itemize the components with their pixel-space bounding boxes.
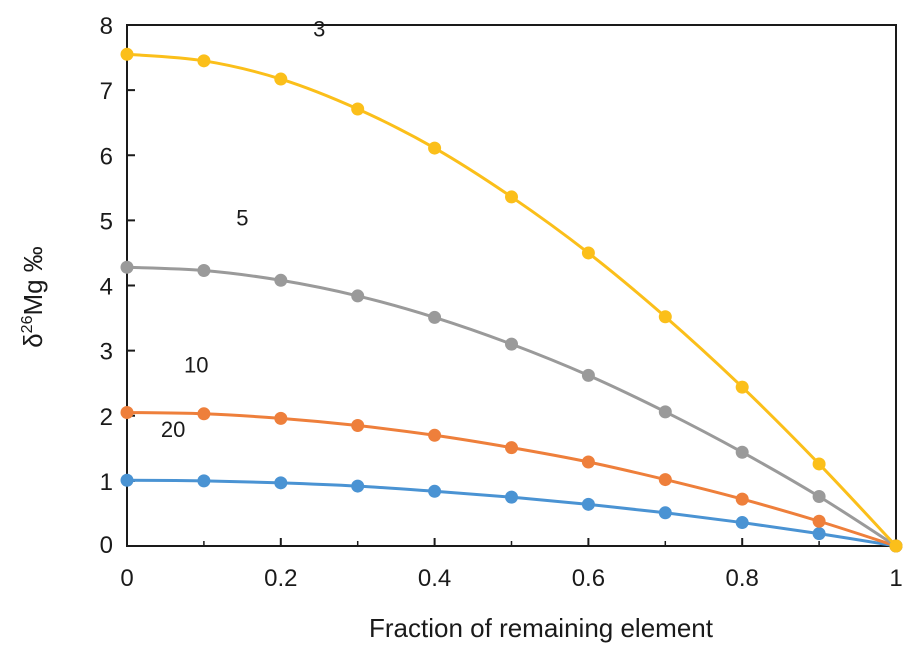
data-point-10 [351, 419, 365, 433]
data-point-5 [735, 445, 749, 459]
data-point-3 [351, 102, 365, 116]
x-tick-label: 0.6 [572, 565, 605, 592]
x-tick-label: 0.8 [726, 565, 759, 592]
data-point-10 [658, 473, 672, 487]
data-point-3 [658, 310, 672, 324]
x-tick-label: 1 [889, 565, 902, 592]
data-point-3 [120, 47, 134, 61]
data-point-5 [812, 490, 826, 504]
y-tick-label: 0 [100, 532, 113, 559]
data-point-5 [120, 260, 134, 274]
y-axis-title-superscript: 26 [19, 315, 36, 333]
series-labels: 3 5 10 20 [161, 16, 325, 442]
y-tick-label: 2 [100, 404, 113, 431]
y-tick-label: 8 [100, 13, 113, 40]
y-tick-label: 3 [100, 339, 113, 366]
y-tick-label: 7 [100, 78, 113, 105]
data-point-3 [505, 190, 518, 204]
y-tick-label: 5 [100, 208, 113, 235]
y-axis-ticks: 0 1 2 3 4 5 6 7 8 [100, 13, 135, 559]
series-line-10 [126, 410, 897, 548]
data-point-10 [735, 492, 749, 506]
data-point-3 [428, 141, 442, 155]
series-line-20 [126, 478, 897, 548]
plot-frame [126, 24, 897, 547]
y-axis-title-prefix: δ [18, 333, 48, 347]
data-point-5 [581, 368, 595, 382]
x-tick-label: 0 [120, 565, 133, 592]
data-point-3 [581, 246, 595, 260]
series-label-3: 3 [313, 16, 325, 41]
data-point-20 [120, 473, 134, 487]
data-point-20 [658, 506, 672, 520]
data-point-5 [428, 310, 442, 324]
data-point-10 [581, 455, 595, 469]
data-point-10 [812, 514, 826, 528]
x-tick-label: 0.4 [418, 565, 451, 592]
data-point-20 [351, 479, 365, 493]
data-point-10 [197, 407, 211, 421]
data-point-5 [505, 337, 518, 351]
y-axis-title-main: Mg ‰ [18, 246, 48, 315]
data-point-3 [197, 54, 211, 68]
data-point-10 [120, 405, 134, 419]
data-point-10 [428, 428, 442, 442]
data-point-3 [889, 539, 903, 553]
y-axis-title: δ26Mg ‰ [18, 246, 48, 348]
data-point-3 [274, 72, 288, 86]
series-line-3 [126, 52, 898, 548]
y-tick-label: 6 [100, 143, 113, 170]
data-point-10 [505, 441, 518, 455]
x-tick-label: 0.2 [264, 565, 297, 592]
series-label-20: 20 [161, 417, 185, 442]
data-point-20 [428, 484, 442, 498]
x-axis-title: Fraction of remaining element [369, 613, 714, 643]
series-label-5: 5 [236, 205, 248, 230]
data-point-10 [274, 411, 288, 425]
x-axis-ticks: 0 0.2 0.4 0.6 0.8 1 [120, 538, 903, 592]
data-point-5 [658, 405, 672, 419]
data-point-20 [505, 490, 518, 504]
series-layer [120, 47, 903, 553]
y-tick-label: 1 [100, 469, 113, 496]
data-point-20 [197, 474, 211, 488]
data-point-3 [735, 380, 749, 394]
data-point-20 [812, 527, 826, 541]
series-label-10: 10 [184, 352, 208, 377]
data-point-20 [274, 476, 288, 490]
data-point-3 [812, 457, 826, 471]
data-point-5 [351, 289, 365, 303]
series-line-5 [126, 265, 897, 548]
y-tick-label: 4 [100, 274, 113, 301]
data-point-20 [735, 516, 749, 530]
data-point-5 [197, 264, 211, 278]
data-point-20 [581, 497, 595, 511]
data-point-5 [274, 273, 288, 287]
